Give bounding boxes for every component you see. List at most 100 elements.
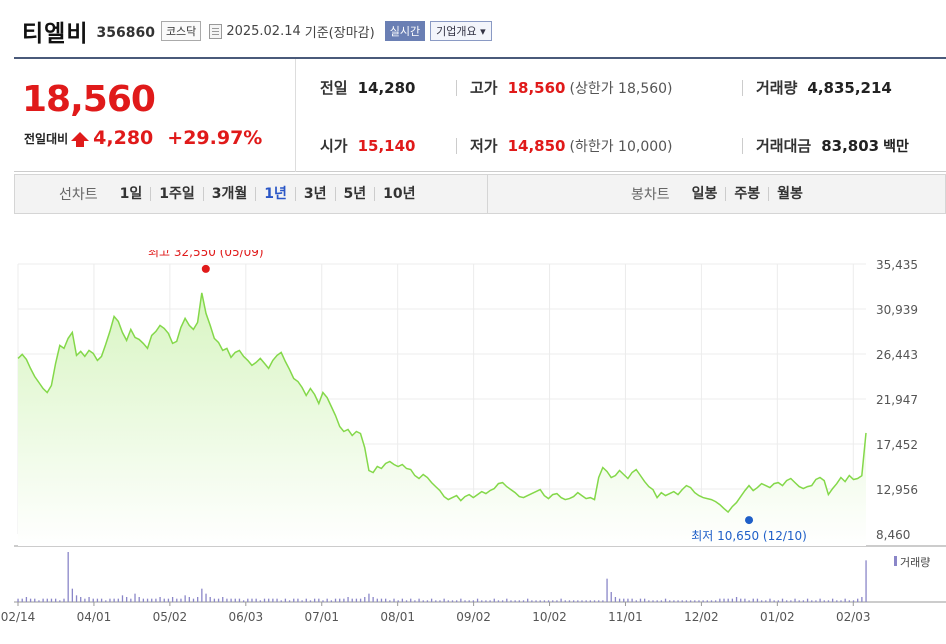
chart-period-tabs: 선차트 1일 1주일 3개월 1년 3년 5년 10년 봉차트 일봉 주봉 월봉 [14, 174, 946, 214]
tab-1y[interactable]: 1년 [256, 187, 296, 201]
divider [456, 138, 457, 154]
tab-3m[interactable]: 3개월 [204, 187, 257, 201]
chevron-down-icon: ▾ [480, 25, 486, 38]
y-tick-label: 12,956 [876, 483, 918, 497]
volume-bar [117, 598, 119, 602]
candle-chart-tabs: 봉차트 일봉 주봉 월봉 [631, 175, 811, 213]
volume-bar [46, 598, 48, 602]
volume-bar [669, 600, 671, 602]
volume-bar [259, 600, 261, 602]
volume-bar [585, 600, 587, 602]
volume-bar [623, 598, 625, 602]
volume-bar [698, 600, 700, 602]
divider [742, 138, 743, 154]
price-chart[interactable]: 35,435 30,939 26,443 21,947 17,452 12,956 8,46… [0, 250, 946, 644]
current-price: 18,560 [22, 79, 156, 120]
volume-bar [251, 598, 253, 602]
x-tick-label: 11/01 [608, 610, 643, 624]
volume-bar [598, 600, 600, 602]
price-info-panel: 18,560 전일대비 4,280 +29.97% 전일 14,280 고가 1… [14, 57, 946, 172]
lower-limit: (하한가 10,000) [569, 138, 673, 155]
volume-bar [735, 597, 738, 602]
open-label: 시가 [320, 137, 348, 155]
volume-bar [71, 588, 74, 602]
amount-unit: 백만 [883, 138, 909, 155]
volume-bar [242, 600, 245, 602]
volume-bar [656, 600, 658, 602]
volume-legend-label: 거래량 [900, 556, 930, 569]
price-line [17, 292, 867, 514]
volume-bar [476, 598, 479, 602]
volume-bar [176, 598, 178, 602]
y-axis-labels: 35,435 30,939 26,443 21,947 17,452 12,956 8,46… [876, 258, 918, 542]
volume-bar [17, 598, 19, 602]
volume-bar [192, 598, 195, 602]
volume-bar [351, 598, 353, 602]
tab-1d[interactable]: 1일 [112, 187, 152, 201]
divider [742, 80, 743, 96]
volume-bar [765, 600, 767, 602]
company-overview-dropdown[interactable]: 기업개요 ▾ [430, 21, 492, 41]
volume-bar [610, 592, 612, 602]
volume-bar [397, 600, 399, 602]
volume-bar [201, 588, 203, 602]
volume-bar [648, 600, 650, 602]
tab-10y[interactable]: 10년 [383, 186, 416, 202]
volume-bar [577, 600, 579, 602]
volume-bar [138, 597, 140, 602]
volume-bar [276, 598, 278, 602]
tab-3y[interactable]: 3년 [296, 187, 336, 201]
volume-bar [372, 597, 374, 602]
volume-bar [673, 600, 675, 602]
volume-bar [773, 600, 775, 602]
volume-bar [410, 598, 412, 602]
volume-bar [222, 597, 224, 602]
volume-bar [501, 600, 504, 602]
tab-1w[interactable]: 1주일 [151, 187, 204, 201]
tab-5y[interactable]: 5년 [336, 187, 376, 201]
market-badge: 코스닥 [160, 21, 202, 41]
volume-bar [171, 597, 174, 602]
y-tick-label: 30,939 [876, 303, 918, 317]
volume-bar [485, 600, 487, 602]
volume-bar [305, 598, 307, 602]
volume-bar [790, 600, 792, 602]
tab-weekly[interactable]: 주봉 [726, 187, 770, 201]
volume-bar [715, 600, 717, 602]
volume-bar [848, 600, 850, 602]
volume-bar [75, 595, 78, 602]
base-date: 2025.02.14 [226, 23, 301, 39]
x-tick-label: 06/03 [229, 610, 264, 624]
realtime-button[interactable]: 실시간 [384, 21, 426, 41]
volume-bar [130, 598, 132, 602]
volume-value: 4,835,214 [807, 78, 892, 97]
volume-bar [54, 598, 57, 602]
x-tick-label: 10/02 [532, 610, 567, 624]
volume-bar [197, 597, 199, 602]
volume-bar [226, 598, 228, 602]
volume-bar [769, 598, 771, 602]
volume-bar [689, 600, 692, 602]
x-axis-labels: 02/14 04/01 05/02 06/03 07/01 08/01 09/02 10/02… [1, 602, 871, 624]
y-tick-label: 17,452 [876, 438, 918, 452]
tab-monthly[interactable]: 월봉 [777, 186, 803, 202]
volume-bars: 거래량 [17, 552, 930, 602]
volume-bar [63, 598, 65, 602]
tab-daily[interactable]: 일봉 [684, 187, 727, 201]
volume-bar [497, 600, 500, 602]
volume-bar [527, 598, 529, 602]
chart-markers: 최고 32,550 (05/09) 최저 10,650 (12/10) [148, 250, 807, 543]
volume-bar [343, 598, 345, 602]
price-change: 전일대비 4,280 +29.97% [24, 127, 262, 149]
volume-bar [435, 600, 437, 602]
volume-bar [21, 598, 23, 602]
line-chart-label: 선차트 [59, 187, 98, 203]
change-rate: +29.97% [167, 127, 263, 149]
y-tick-label: 35,435 [876, 258, 918, 272]
volume-bar [330, 600, 333, 602]
volume-bar [831, 598, 834, 602]
volume-bar [268, 598, 270, 602]
candle-chart-label: 봉차트 [631, 187, 670, 203]
volume-bar [288, 600, 291, 602]
x-tick-label: 05/02 [153, 610, 188, 624]
